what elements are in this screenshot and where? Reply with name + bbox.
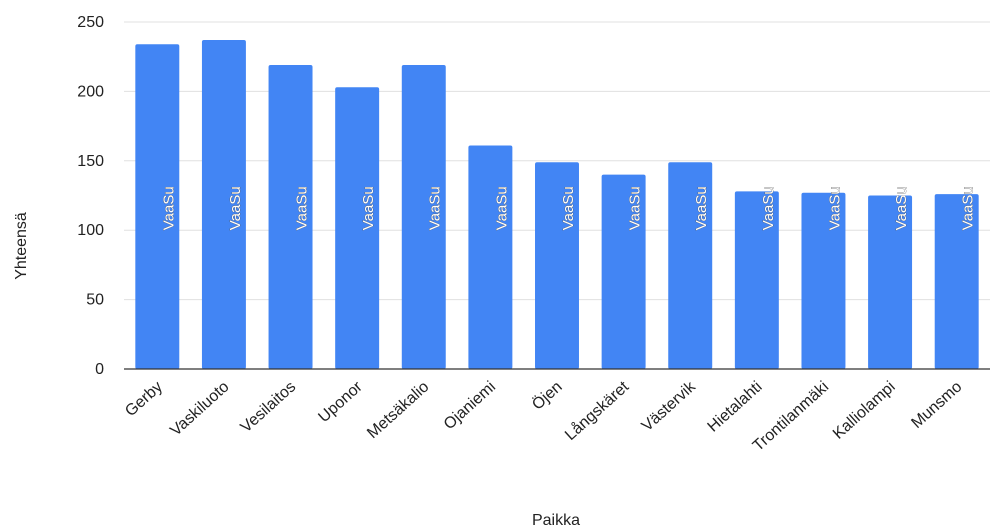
- bar-data-label: VaaSu: [427, 186, 444, 230]
- y-tick-label: 100: [77, 222, 104, 239]
- y-tick-label: 200: [77, 83, 104, 100]
- bar: [401, 65, 446, 369]
- bar: [934, 194, 979, 369]
- bar-data-label: VaaSu: [627, 186, 644, 230]
- x-tick-label: Vesilaitos: [238, 378, 300, 436]
- bar-labels: VaaSu VaaSu VaaSu VaaSu VaaSu VaaSu VaaSu VaaSu…: [160, 186, 977, 231]
- x-tick-label: Munsmo: [908, 378, 965, 432]
- bar-data-label: VaaSu: [160, 186, 177, 230]
- bar: [268, 65, 313, 369]
- bar-data-label: VaaSu: [360, 186, 377, 230]
- y-tick-label: 50: [86, 292, 104, 309]
- x-tick-label: Vaskiluoto: [167, 378, 232, 439]
- x-tick-label: Västervik: [639, 378, 700, 435]
- bar-data-label: VaaSu: [826, 186, 843, 230]
- bar-data-label: VaaSu: [493, 186, 510, 230]
- x-tick-label: Långskäret: [561, 377, 632, 444]
- y-tick-label: 250: [77, 14, 104, 31]
- x-tick-label: Hietalahti: [705, 378, 766, 435]
- bar: [135, 44, 180, 369]
- bars: [135, 40, 979, 370]
- bar: [734, 191, 779, 369]
- x-tick-label: Ojaniemi: [441, 378, 499, 433]
- bar-data-label: VaaSu: [960, 186, 977, 230]
- bar: [601, 174, 646, 369]
- bar: [335, 87, 380, 370]
- y-tick-label: 150: [77, 153, 104, 170]
- x-axis-ticks: Gerby Vaskiluoto Vesilaitos UponorMetsäkali…: [122, 377, 965, 455]
- x-tick-label: Uponor: [315, 378, 366, 426]
- bar-data-label: VaaSu: [760, 186, 777, 230]
- bar: [468, 145, 513, 369]
- bar-data-label: VaaSu: [693, 186, 710, 230]
- bar: [535, 162, 579, 369]
- x-axis-title: Paikka: [532, 512, 580, 529]
- bar: [668, 162, 713, 369]
- y-tick-label: 0: [95, 361, 104, 378]
- bar-data-label: VaaSu: [227, 186, 244, 230]
- x-tick-label: Gerby: [122, 378, 166, 420]
- bar: [868, 195, 913, 369]
- y-axis-ticks: 0 50 100 150 200 250: [77, 14, 104, 378]
- bar-data-label: VaaSu: [893, 186, 910, 230]
- bar-data-label: VaaSu: [560, 186, 577, 230]
- y-axis-title: Yhteensä: [13, 212, 30, 280]
- gridlines: [124, 21, 990, 301]
- x-tick-label: Öjen: [529, 378, 566, 414]
- bar: [801, 192, 846, 369]
- bar: [201, 40, 246, 369]
- x-tick-label: Metsäkalio: [364, 378, 432, 442]
- x-tick-label: Kalliolampi: [830, 378, 899, 442]
- bar-data-label: VaaSu: [294, 186, 311, 230]
